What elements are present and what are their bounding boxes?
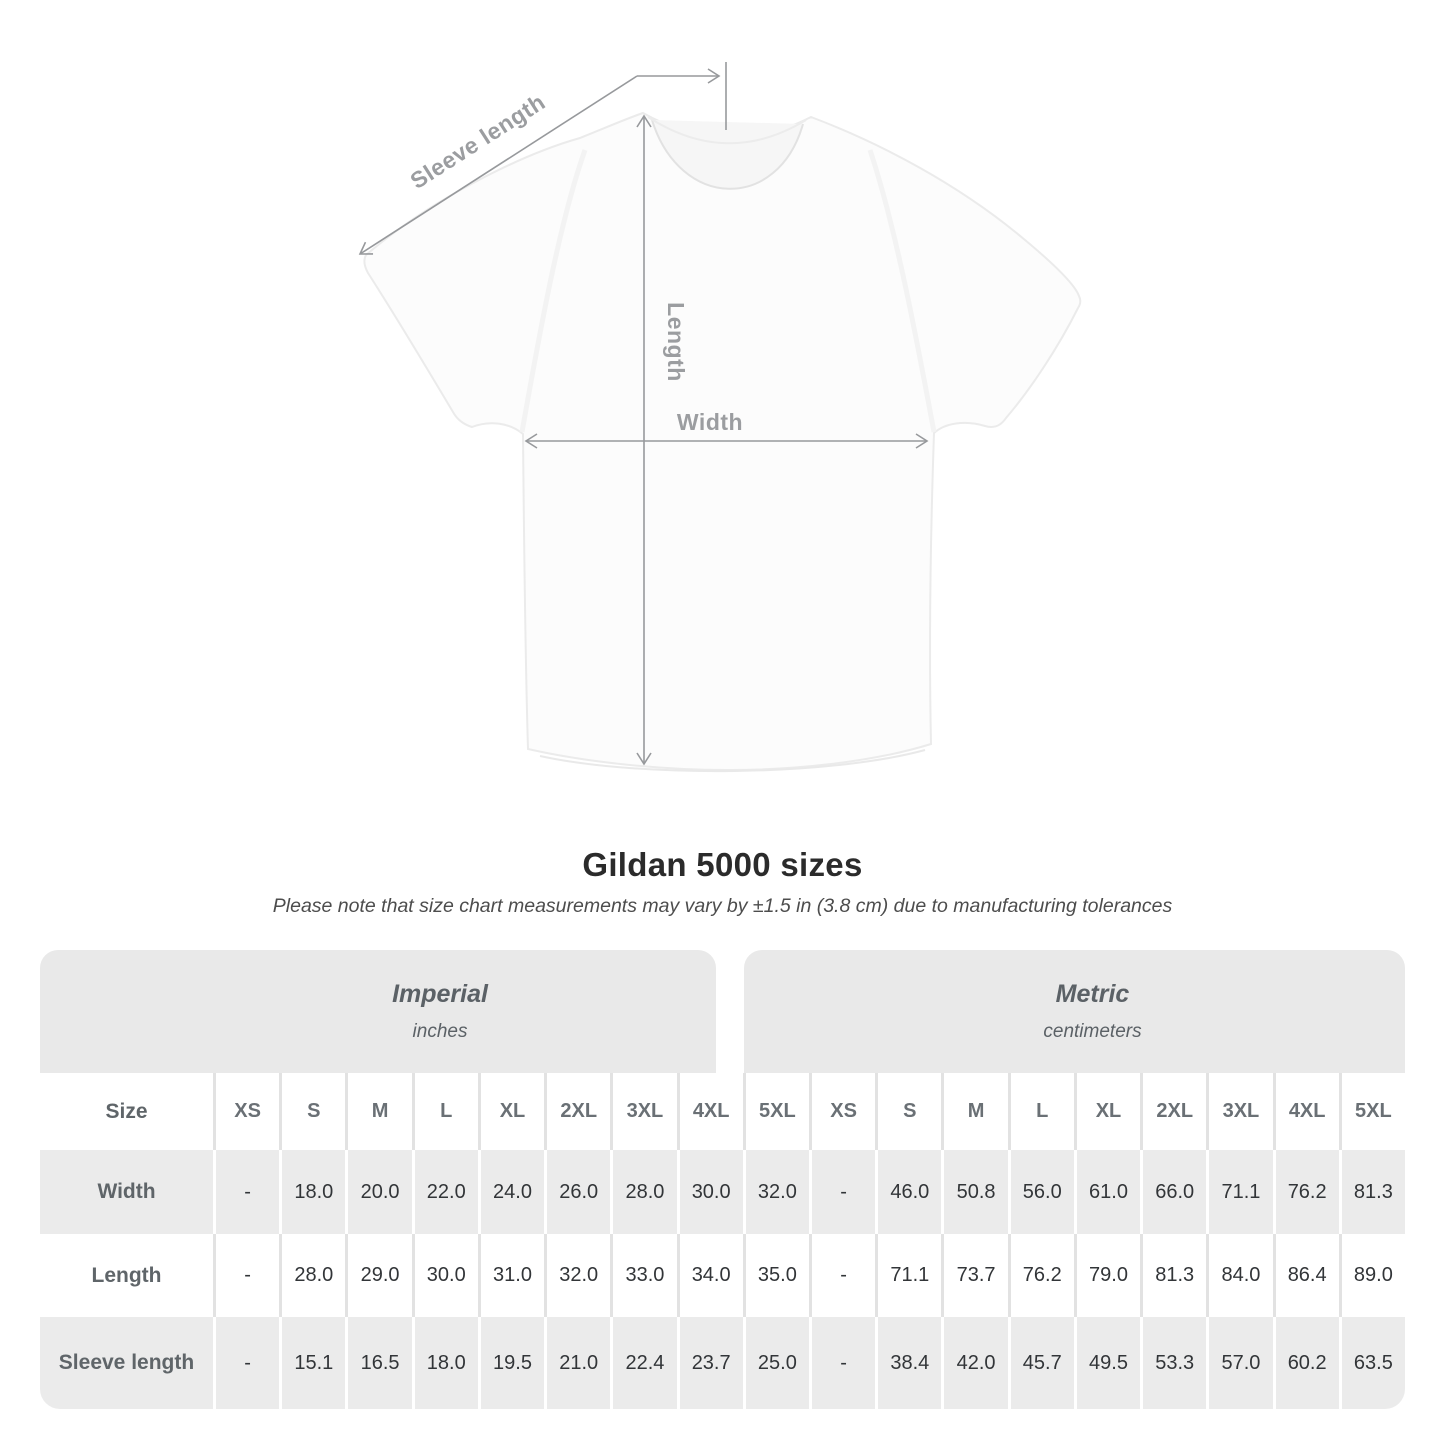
value-cell-imperial: 28.0 (279, 1234, 346, 1317)
value-cell-metric: 60.2 (1272, 1317, 1339, 1409)
value-cell-imperial: 31.0 (477, 1234, 545, 1317)
value-cell-imperial: 32.0 (742, 1150, 809, 1234)
value-cell-imperial: - (213, 1234, 280, 1317)
value-cell-imperial: 32.0 (544, 1234, 611, 1317)
row-label: Sleeve length (40, 1317, 213, 1409)
size-col-header-metric: 5XL (1338, 1073, 1405, 1150)
size-col-header-imperial: XL (477, 1073, 545, 1150)
size-table: Imperial inches Metric centimeters Size X… (40, 950, 1405, 1409)
size-label: Size (40, 1073, 213, 1150)
value-cell-imperial: 19.5 (477, 1317, 545, 1409)
value-cell-imperial: - (213, 1317, 280, 1409)
row-label: Length (40, 1234, 213, 1317)
size-col-header-imperial: 5XL (742, 1073, 809, 1150)
value-cell-metric: 49.5 (1073, 1317, 1141, 1409)
size-col-header-metric: 3XL (1206, 1073, 1273, 1150)
value-cell-metric: 79.0 (1073, 1234, 1141, 1317)
imperial-subtitle: inches (412, 1021, 468, 1042)
length-label: Length (663, 302, 689, 382)
value-cell-imperial: 34.0 (676, 1234, 743, 1317)
size-col-header-imperial: XS (213, 1073, 280, 1150)
value-cell-metric: 71.1 (1206, 1150, 1273, 1234)
value-cell-imperial: 26.0 (544, 1150, 611, 1234)
value-cell-imperial: 25.0 (742, 1317, 809, 1409)
value-cell-metric: 81.3 (1338, 1150, 1405, 1234)
metric-header: Metric centimeters (744, 950, 1405, 1073)
value-cell-metric: 71.1 (875, 1234, 942, 1317)
value-cell-imperial: 18.0 (279, 1150, 346, 1234)
size-col-header-metric: L (1007, 1073, 1074, 1150)
value-cell-metric: 76.2 (1007, 1234, 1074, 1317)
value-cell-metric: - (808, 1317, 876, 1409)
size-col-header-imperial: S (279, 1073, 346, 1150)
value-cell-imperial: 29.0 (345, 1234, 412, 1317)
tshirt-shape (363, 111, 1082, 773)
measurement-grid: Size XS S M L XL 2XL 3XL 4XL 5XL XS S M L XL 2XL 3XL 4XL 5… (40, 1073, 1405, 1409)
value-cell-metric: 50.8 (941, 1150, 1008, 1234)
value-cell-imperial: 30.0 (411, 1234, 478, 1317)
size-col-header-metric: M (941, 1073, 1008, 1150)
value-cell-imperial: 22.0 (411, 1150, 478, 1234)
value-cell-metric: 57.0 (1206, 1317, 1273, 1409)
value-cell-imperial: 35.0 (742, 1234, 809, 1317)
value-cell-imperial: 33.0 (610, 1234, 677, 1317)
size-col-header-metric: XL (1073, 1073, 1141, 1150)
value-cell-metric: 38.4 (875, 1317, 942, 1409)
size-col-header-metric: S (875, 1073, 942, 1150)
value-cell-metric: 73.7 (941, 1234, 1008, 1317)
page-title: Gildan 5000 sizes (582, 846, 863, 883)
size-col-header-imperial: M (345, 1073, 412, 1150)
value-cell-imperial: 22.4 (610, 1317, 677, 1409)
value-cell-metric: 45.7 (1007, 1317, 1074, 1409)
value-cell-metric: 42.0 (941, 1317, 1008, 1409)
size-col-header-metric: XS (808, 1073, 876, 1150)
size-col-header-imperial: L (411, 1073, 478, 1150)
size-col-header-imperial: 3XL (610, 1073, 677, 1150)
value-cell-imperial: - (213, 1150, 280, 1234)
unit-header-row: Imperial inches Metric centimeters (40, 950, 1405, 1073)
title-block: Gildan 5000 sizes Please note that size … (0, 846, 1445, 918)
tshirt-diagram: Sleeve length Length Width (358, 62, 1082, 773)
value-cell-imperial: 28.0 (610, 1150, 677, 1234)
tolerance-note: Please note that size chart measurements… (272, 895, 1173, 917)
dimension-annotations: Sleeve length Length Width (358, 62, 929, 766)
value-cell-metric: 84.0 (1206, 1234, 1273, 1317)
value-cell-metric: 76.2 (1272, 1150, 1339, 1234)
value-cell-metric: 61.0 (1073, 1150, 1141, 1234)
value-cell-imperial: 15.1 (279, 1317, 346, 1409)
sleeve-length-label: Sleeve length (406, 89, 550, 194)
size-col-header-imperial: 4XL (676, 1073, 743, 1150)
row-label: Width (40, 1150, 213, 1234)
metric-subtitle: centimeters (1043, 1021, 1142, 1042)
imperial-header: Imperial inches (40, 950, 716, 1073)
value-cell-imperial: 16.5 (345, 1317, 412, 1409)
value-cell-metric: 53.3 (1140, 1317, 1207, 1409)
value-cell-metric: 66.0 (1140, 1150, 1207, 1234)
value-cell-metric: - (808, 1150, 876, 1234)
value-cell-metric: 46.0 (875, 1150, 942, 1234)
sleeve-length-arrow (358, 75, 638, 255)
imperial-title: Imperial (392, 980, 488, 1008)
value-cell-metric: 89.0 (1338, 1234, 1405, 1317)
value-cell-metric: 63.5 (1338, 1317, 1405, 1409)
value-cell-imperial: 18.0 (411, 1317, 478, 1409)
metric-title: Metric (1055, 980, 1130, 1008)
value-cell-imperial: 23.7 (676, 1317, 743, 1409)
value-cell-metric: 56.0 (1007, 1150, 1074, 1234)
value-cell-imperial: 20.0 (345, 1150, 412, 1234)
size-col-header-metric: 4XL (1272, 1073, 1339, 1150)
size-col-header-imperial: 2XL (544, 1073, 611, 1150)
size-col-header-metric: 2XL (1140, 1073, 1207, 1150)
value-cell-metric: - (808, 1234, 876, 1317)
value-cell-imperial: 30.0 (676, 1150, 743, 1234)
value-cell-imperial: 24.0 (477, 1150, 545, 1234)
value-cell-metric: 86.4 (1272, 1234, 1339, 1317)
width-label: Width (677, 409, 743, 435)
value-cell-imperial: 21.0 (544, 1317, 611, 1409)
value-cell-metric: 81.3 (1140, 1234, 1207, 1317)
